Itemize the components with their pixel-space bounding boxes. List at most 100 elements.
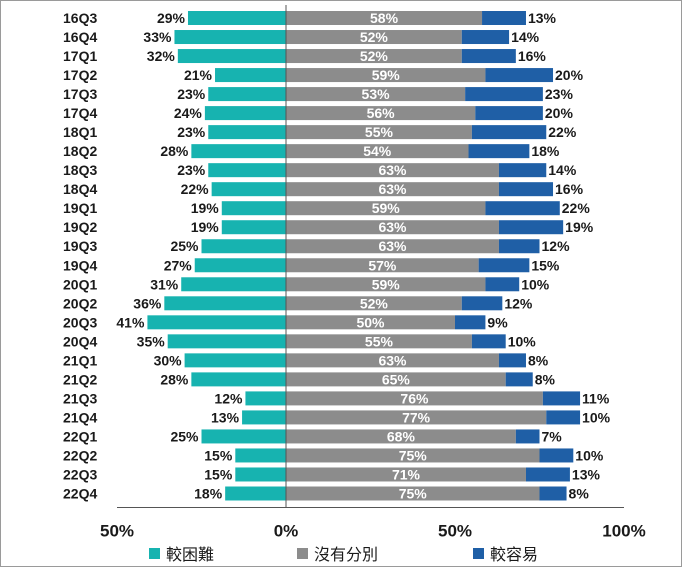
label-difficult-16Q4: 33%	[143, 29, 172, 45]
label-nodiff-17Q2: 59%	[372, 67, 401, 83]
label-easier-22Q1: 7%	[542, 428, 563, 444]
bar-difficult-21Q3	[245, 391, 286, 406]
bar-nodiff-22Q2	[286, 448, 540, 463]
label-difficult-18Q3: 23%	[177, 162, 206, 178]
label-nodiff-18Q3: 63%	[378, 162, 407, 178]
legend-item-2: 較容易	[473, 541, 538, 565]
category-label-21Q4: 21Q4	[63, 409, 97, 425]
legend: 較困難 沒有分別 較容易	[1, 541, 682, 565]
category-label-20Q2: 20Q2	[63, 295, 97, 311]
x-tick-0: 50%	[100, 522, 134, 541]
label-difficult-17Q2: 21%	[184, 67, 213, 83]
bar-nodiff-18Q2	[286, 144, 469, 159]
label-nodiff-19Q1: 59%	[372, 200, 401, 216]
label-difficult-17Q1: 32%	[147, 48, 176, 64]
label-easier-19Q2: 19%	[565, 219, 594, 235]
label-easier-17Q2: 20%	[555, 67, 584, 83]
label-easier-20Q4: 10%	[508, 333, 537, 349]
label-easier-19Q1: 22%	[562, 200, 591, 216]
bar-easier-22Q4	[539, 486, 567, 501]
bar-difficult-17Q4	[204, 106, 286, 121]
bar-difficult-22Q4	[225, 486, 286, 501]
label-difficult-16Q3: 29%	[157, 10, 186, 26]
bar-difficult-19Q4	[194, 258, 286, 273]
bar-difficult-17Q1	[177, 49, 286, 64]
bar-easier-22Q3	[525, 467, 570, 482]
bar-difficult-21Q4	[242, 410, 286, 425]
label-easier-21Q2: 8%	[535, 371, 556, 387]
label-nodiff-19Q2: 63%	[378, 219, 407, 235]
bar-easier-21Q2	[505, 372, 533, 387]
bar-difficult-18Q3	[208, 163, 286, 178]
bar-easier-21Q4	[546, 410, 581, 425]
label-easier-18Q3: 14%	[548, 162, 577, 178]
label-difficult-19Q1: 19%	[191, 200, 220, 216]
category-label-21Q1: 21Q1	[63, 352, 97, 368]
bar-nodiff-19Q3	[286, 239, 499, 254]
bar-easier-19Q3	[498, 239, 540, 254]
bar-difficult-17Q3	[208, 87, 286, 102]
label-nodiff-21Q2: 65%	[382, 371, 411, 387]
category-label-20Q4: 20Q4	[63, 333, 97, 349]
bar-nodiff-16Q4	[286, 30, 462, 45]
category-label-21Q3: 21Q3	[63, 390, 97, 406]
category-label-18Q4: 18Q4	[63, 181, 97, 197]
category-label-16Q4: 16Q4	[63, 29, 97, 45]
bar-easier-16Q4	[461, 30, 510, 45]
bar-nodiff-20Q3	[286, 315, 455, 330]
label-difficult-17Q4: 24%	[174, 105, 203, 121]
label-easier-20Q2: 12%	[504, 295, 533, 311]
bar-nodiff-18Q4	[286, 182, 499, 197]
category-labels: 16Q3 16Q4 17Q1 17Q2 17Q3 17Q4 18Q1 18Q2 18Q3 18Q4…	[63, 10, 97, 502]
label-nodiff-17Q1: 52%	[360, 48, 389, 64]
label-difficult-18Q1: 23%	[177, 124, 206, 140]
label-difficult-20Q1: 31%	[150, 276, 179, 292]
category-label-21Q2: 21Q2	[63, 371, 97, 387]
label-nodiff-17Q3: 53%	[362, 86, 391, 102]
label-difficult-21Q1: 30%	[154, 352, 183, 368]
label-easier-21Q1: 8%	[528, 352, 549, 368]
bar-nodiff-19Q1	[286, 201, 486, 216]
category-label-22Q1: 22Q1	[63, 428, 97, 444]
label-difficult-19Q4: 27%	[164, 257, 193, 273]
label-difficult-20Q3: 41%	[116, 314, 145, 330]
bar-nodiff-18Q1	[286, 125, 472, 140]
bar-difficult-20Q4	[167, 334, 286, 349]
bar-nodiff-17Q3	[286, 87, 466, 102]
label-difficult-19Q2: 19%	[191, 219, 220, 235]
category-label-17Q2: 17Q2	[63, 67, 97, 83]
bar-difficult-16Q3	[187, 11, 286, 25]
label-difficult-20Q2: 36%	[133, 295, 162, 311]
bar-easier-17Q1	[461, 49, 516, 64]
bar-easier-22Q1	[515, 429, 540, 444]
label-difficult-21Q2: 28%	[160, 371, 189, 387]
bar-easier-21Q3	[542, 391, 581, 406]
legend-swatch-1	[297, 547, 308, 559]
label-nodiff-20Q2: 52%	[360, 295, 389, 311]
bar-difficult-19Q3	[201, 239, 286, 254]
bar-easier-16Q3	[482, 11, 526, 25]
category-label-16Q3: 16Q3	[63, 10, 97, 26]
legend-label-1: 沒有分別	[314, 545, 379, 564]
bar-difficult-20Q2	[164, 296, 286, 311]
label-easier-16Q3: 13%	[528, 10, 557, 26]
bar-nodiff-22Q4	[286, 486, 540, 501]
legend-label-2: 較容易	[490, 545, 539, 564]
bar-difficult-21Q1	[184, 353, 286, 368]
label-nodiff-17Q4: 56%	[367, 105, 396, 121]
bar-nodiff-17Q1	[286, 49, 462, 64]
x-axis: 50% 0% 50% 100%	[100, 5, 646, 541]
category-label-20Q3: 20Q3	[63, 314, 97, 330]
label-easier-22Q4: 8%	[569, 486, 590, 502]
category-label-19Q2: 19Q2	[63, 219, 97, 235]
label-easier-19Q4: 15%	[531, 257, 560, 273]
category-label-17Q1: 17Q1	[63, 48, 97, 64]
x-tick-2: 50%	[438, 522, 472, 541]
label-nodiff-16Q4: 52%	[360, 29, 389, 45]
bar-nodiff-17Q4	[286, 106, 476, 121]
label-easier-22Q3: 13%	[572, 466, 601, 482]
label-nodiff-20Q4: 55%	[365, 333, 394, 349]
label-nodiff-21Q1: 63%	[378, 352, 407, 368]
